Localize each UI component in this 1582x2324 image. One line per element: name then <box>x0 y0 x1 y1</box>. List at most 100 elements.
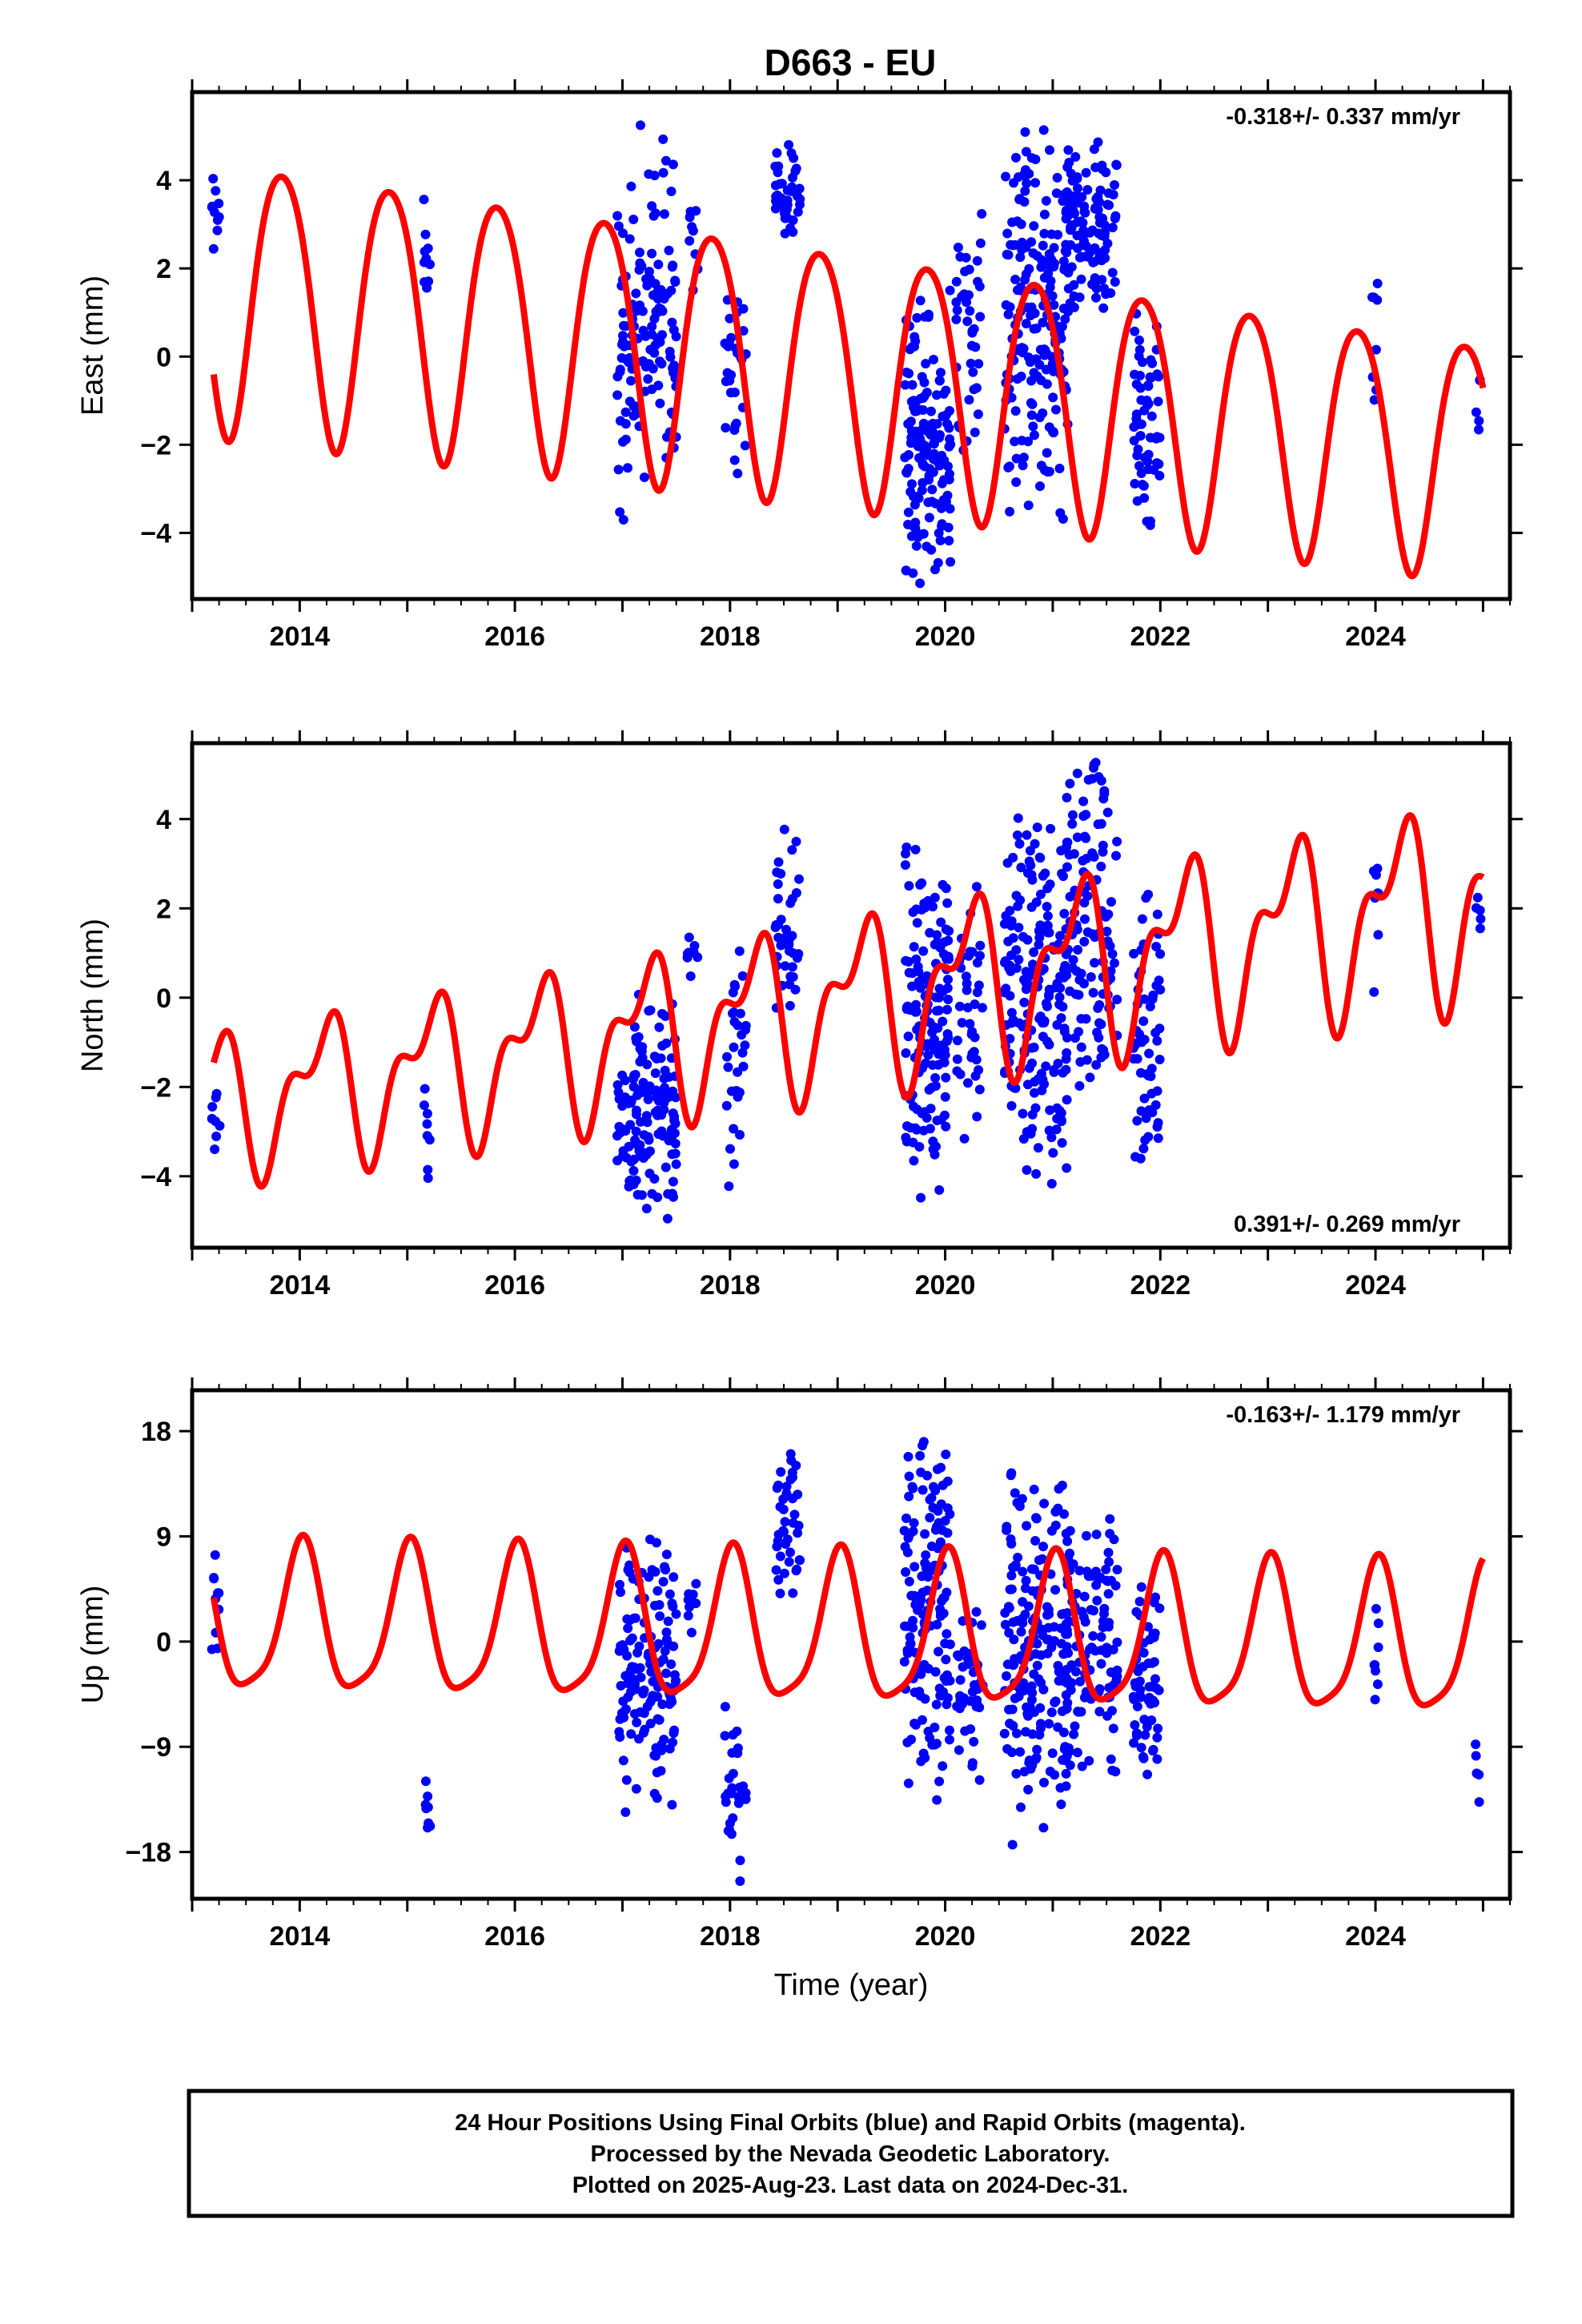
data-point <box>617 1070 628 1080</box>
x-tick-label: 2020 <box>915 621 976 652</box>
data-point <box>1077 1761 1087 1771</box>
y-axis-label: North (mm) <box>76 919 110 1072</box>
data-point <box>732 1726 742 1736</box>
data-point <box>936 1040 946 1051</box>
data-point <box>1130 1678 1140 1688</box>
data-point <box>683 1610 693 1621</box>
data-point <box>935 1611 946 1621</box>
data-point <box>1065 1526 1075 1536</box>
data-point <box>1148 1681 1158 1691</box>
data-point <box>618 308 628 318</box>
x-tick-label: 2020 <box>915 1921 976 1952</box>
data-point <box>1044 1719 1054 1729</box>
data-point <box>1088 257 1098 267</box>
data-point <box>1065 778 1075 789</box>
data-point <box>1151 980 1162 991</box>
data-point <box>942 1029 953 1039</box>
data-point <box>620 407 631 417</box>
y-tick-label: −9 <box>140 1732 171 1763</box>
data-point <box>648 364 658 374</box>
data-point <box>1009 1634 1019 1645</box>
data-point <box>725 313 735 324</box>
data-point <box>907 1590 917 1601</box>
data-point <box>1038 1684 1049 1695</box>
data-point <box>1018 452 1029 463</box>
data-point <box>1039 1777 1049 1787</box>
data-point <box>1133 444 1143 455</box>
data-point <box>903 1031 913 1042</box>
data-point <box>1078 1612 1089 1622</box>
data-point <box>921 359 931 369</box>
data-point <box>938 1480 948 1490</box>
data-point <box>1005 1719 1015 1729</box>
data-point <box>638 356 648 366</box>
data-point <box>1129 422 1139 432</box>
data-point <box>1129 948 1139 959</box>
data-point <box>731 1747 741 1757</box>
data-point <box>941 1655 951 1665</box>
y-tick-label: 4 <box>156 166 171 196</box>
data-point <box>207 1102 218 1112</box>
data-point <box>1002 1659 1013 1670</box>
data-point <box>1091 1059 1102 1070</box>
data-point <box>916 1756 926 1767</box>
model-curve <box>210 173 1487 580</box>
data-point <box>1051 404 1061 415</box>
data-point <box>1098 1616 1108 1626</box>
data-point <box>1039 350 1050 360</box>
data-point <box>1015 1747 1026 1757</box>
data-point <box>1106 897 1116 907</box>
data-point <box>909 1101 918 1112</box>
data-point <box>1029 221 1039 231</box>
data-point <box>791 1461 801 1470</box>
data-point <box>971 1055 982 1065</box>
data-point <box>424 1135 435 1145</box>
data-point <box>652 1793 662 1803</box>
data-point <box>420 229 431 239</box>
data-point <box>930 1739 940 1750</box>
data-point <box>1084 1755 1094 1766</box>
data-point <box>1146 1072 1156 1081</box>
data-point <box>629 1070 640 1080</box>
data-point <box>780 228 790 239</box>
plot-frame <box>190 1388 1512 1901</box>
data-point <box>1014 955 1024 965</box>
data-point <box>1024 1063 1034 1073</box>
data-point <box>658 134 669 144</box>
data-point <box>921 541 932 552</box>
data-point <box>935 536 946 545</box>
data-point <box>1076 1042 1086 1052</box>
data-point <box>1060 246 1070 256</box>
data-point <box>908 568 918 578</box>
data-point <box>955 1069 966 1080</box>
data-point <box>900 860 910 870</box>
data-point <box>211 186 221 196</box>
data-point <box>1142 517 1152 527</box>
data-point <box>1081 833 1091 843</box>
plot-frame <box>190 90 1512 601</box>
data-point <box>1029 368 1039 378</box>
data-point <box>1060 1648 1070 1659</box>
data-point <box>1057 1138 1067 1148</box>
data-point <box>911 954 921 964</box>
data-point <box>1050 1697 1060 1707</box>
data-point <box>1091 292 1101 303</box>
data-point <box>776 869 786 879</box>
data-point <box>661 1162 671 1172</box>
data-point <box>1139 493 1150 503</box>
data-point <box>1138 1751 1148 1762</box>
data-point <box>1139 1715 1150 1725</box>
data-point <box>936 917 946 927</box>
data-point <box>644 169 654 179</box>
data-point <box>1369 292 1379 303</box>
data-point <box>1154 372 1164 382</box>
data-point <box>903 507 913 517</box>
data-point <box>927 497 937 507</box>
data-point <box>1020 171 1030 181</box>
data-point <box>1069 279 1079 290</box>
data-point <box>726 1086 737 1096</box>
data-point <box>1082 1530 1091 1541</box>
data-point <box>922 1470 933 1481</box>
data-point <box>1062 793 1072 802</box>
data-point <box>784 939 794 950</box>
